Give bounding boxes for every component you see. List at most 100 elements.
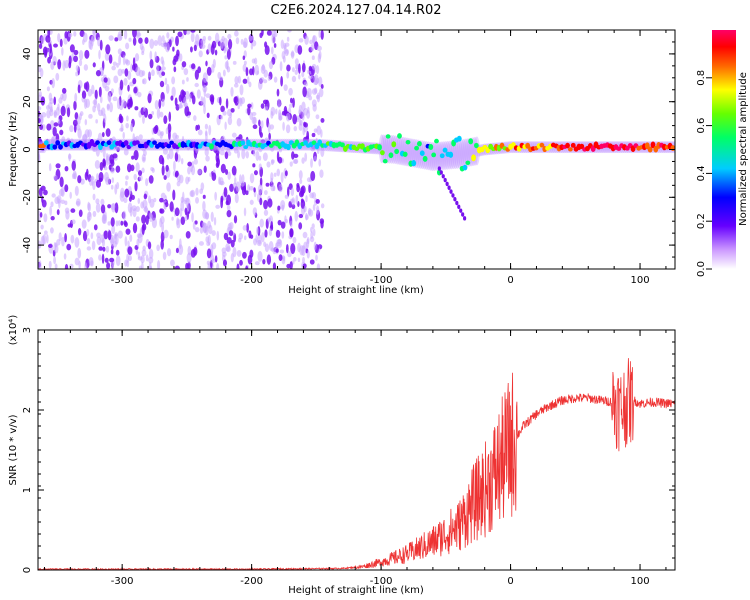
spectrogram-ridge-point: [166, 143, 172, 149]
spectrogram-noise-point: [82, 230, 88, 242]
spectrogram-noise-point: [208, 224, 213, 235]
spectrogram-noise-point: [52, 126, 57, 137]
spectrogram-noise-point: [197, 168, 202, 175]
spectrogram-noise-point: [185, 176, 190, 185]
spectrogram-noise-point: [284, 49, 289, 57]
spectrogram-noise-point: [190, 30, 196, 33]
spectrogram-noise-point: [126, 115, 129, 122]
spectrogram-noise-point: [43, 189, 48, 196]
spectrogram-noise-point: [111, 177, 115, 184]
spectrogram-noise-point: [291, 67, 295, 73]
spectrogram-noise-point: [232, 182, 237, 188]
snr-x-tick-label: -300: [111, 576, 134, 587]
spectrogram-noise-point: [147, 93, 152, 104]
spectrogram-noise-point: [298, 213, 304, 219]
spectrogram-noise-point: [268, 228, 273, 237]
spectrogram-noise-point: [164, 77, 168, 86]
spectrogram-noise-point: [247, 254, 253, 265]
spectrogram-noise-point: [70, 234, 75, 244]
spectrogram-noise-point: [194, 82, 199, 88]
spectrogram-noise-point: [201, 221, 206, 229]
spectrogram-noise-point: [102, 147, 106, 159]
spectrogram-noise-point: [281, 231, 285, 239]
spectrogram-noise-point: [283, 84, 288, 92]
spectrogram-noise-point: [270, 106, 276, 116]
spectrogram-noise-point: [301, 109, 305, 121]
spectrogram-noise-point: [68, 32, 73, 38]
spectrogram-noise-point: [213, 216, 217, 226]
spectrogram-noise-point: [234, 193, 239, 204]
snr-marks: [38, 358, 675, 570]
spectrogram-ridge-halo: [396, 136, 403, 165]
spectrogram-noise-point: [276, 88, 280, 97]
spectrogram-noise-point: [319, 87, 324, 98]
spectrogram-noise-point: [156, 108, 161, 119]
spectrogram-noise-point: [249, 199, 254, 205]
snr-x-tick-label: -100: [370, 576, 393, 587]
spectrogram-noise-point: [42, 46, 48, 56]
spectrogram-noise-point: [140, 201, 145, 209]
spectrogram-ridge-point: [448, 151, 454, 158]
colorbar-ticks: 0.0 0.2 0.4 0.6 0.8: [696, 70, 712, 277]
spectrogram-noise-point: [99, 95, 103, 104]
spectrogram-noise-point: [227, 171, 231, 181]
spectrogram-noise-point: [47, 243, 53, 249]
spectrogram-noise-point: [110, 203, 116, 211]
spectrogram-noise-point: [137, 170, 143, 176]
spectrogram-ridge-point: [431, 152, 437, 158]
spectrogram-noise-point: [215, 204, 221, 209]
spectrogram-noise-point: [286, 36, 290, 42]
spectrogram-noise-point: [103, 113, 107, 123]
spectrogram-noise-point: [264, 243, 270, 253]
spectrogram-noise-point: [193, 115, 197, 122]
spectrogram-ridge-point: [411, 160, 417, 167]
spectrogram-noise-point: [158, 154, 164, 165]
spectrogram-noise-point: [174, 207, 180, 217]
spectrogram-noise-point: [56, 209, 60, 216]
spectrogram-noise-point: [188, 93, 192, 103]
spectrogram-noise-point: [305, 212, 308, 221]
spectrogram-noise-point: [142, 115, 145, 124]
spectrogram-noise-point: [165, 127, 169, 135]
spectrogram-noise-point: [68, 61, 72, 69]
spectrogram-noise-point: [208, 124, 212, 136]
spectrogram-ridge-point: [434, 138, 439, 144]
spectrogram-noise-point: [304, 35, 309, 45]
spectrogram-noise-point: [110, 167, 115, 174]
spectrogram-noise-point: [266, 161, 271, 168]
spectrogram-noise-point: [138, 37, 143, 44]
spectrogram-tail-point: [451, 193, 455, 198]
spectrogram-noise-point: [312, 228, 316, 237]
spectrogram-noise-point: [220, 197, 224, 209]
spectrogram-noise-point: [234, 176, 237, 185]
spectrogram-noise-point: [258, 80, 263, 90]
spectrogram-noise-point: [214, 255, 218, 263]
spectrogram-noise-point: [116, 146, 120, 153]
spectrogram-noise-point: [232, 60, 237, 65]
spectrogram-noise-point: [246, 223, 249, 233]
spectrogram-noise-point: [219, 96, 222, 106]
spectrogram-noise-point: [295, 194, 299, 205]
spectrogram-noise-point: [230, 239, 235, 248]
spectrogram-noise-point: [241, 174, 245, 184]
spectrogram-noise-point: [96, 173, 99, 181]
spectrogram-noise-point: [92, 145, 98, 153]
spectrogram-ridge-point: [419, 150, 425, 156]
spectrogram-noise-point: [151, 167, 155, 173]
spectrogram-noise-point: [283, 42, 287, 50]
spectrogram-noise-point: [310, 158, 313, 168]
spectrogram-noise-point: [298, 38, 304, 43]
spectrogram-noise-point: [242, 55, 246, 61]
spectrogram-noise-point: [225, 169, 229, 175]
spectrogram-noise-point: [110, 217, 115, 227]
spectrogram-noise-point: [308, 74, 313, 80]
spectrogram-noise-point: [100, 204, 106, 214]
spectrogram-noise-point: [203, 165, 207, 173]
spectrogram-noise-point: [248, 35, 254, 41]
spectrogram-noise-point: [157, 35, 163, 46]
spectrogram-noise-point: [57, 33, 61, 43]
spectrogram-noise-point: [74, 257, 80, 266]
spectrogram-noise-point: [42, 234, 47, 245]
spectrogram-noise-point: [256, 226, 259, 235]
figure-title: C2E6.2024.127.04.14.R02: [270, 3, 441, 18]
